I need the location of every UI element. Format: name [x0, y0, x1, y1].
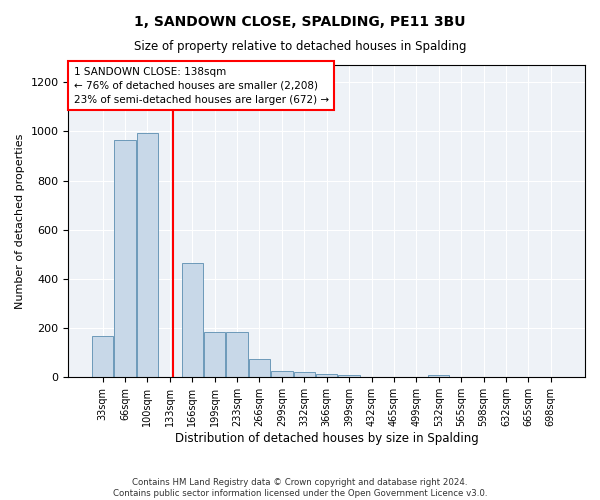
X-axis label: Distribution of detached houses by size in Spalding: Distribution of detached houses by size …: [175, 432, 479, 445]
Bar: [249, 359, 270, 378]
Bar: [137, 132, 158, 378]
Bar: [316, 374, 337, 378]
Text: 1, SANDOWN CLOSE, SPALDING, PE11 3BU: 1, SANDOWN CLOSE, SPALDING, PE11 3BU: [134, 15, 466, 29]
Bar: [92, 336, 113, 378]
Text: Size of property relative to detached houses in Spalding: Size of property relative to detached ho…: [134, 40, 466, 53]
Text: Contains HM Land Registry data © Crown copyright and database right 2024.
Contai: Contains HM Land Registry data © Crown c…: [113, 478, 487, 498]
Bar: [271, 371, 293, 378]
Bar: [338, 375, 360, 378]
Y-axis label: Number of detached properties: Number of detached properties: [15, 134, 25, 309]
Bar: [182, 263, 203, 378]
Bar: [428, 375, 449, 378]
Bar: [115, 140, 136, 378]
Bar: [204, 332, 225, 378]
Text: 1 SANDOWN CLOSE: 138sqm
← 76% of detached houses are smaller (2,208)
23% of semi: 1 SANDOWN CLOSE: 138sqm ← 76% of detache…: [74, 66, 329, 104]
Bar: [226, 332, 248, 378]
Bar: [293, 372, 315, 378]
